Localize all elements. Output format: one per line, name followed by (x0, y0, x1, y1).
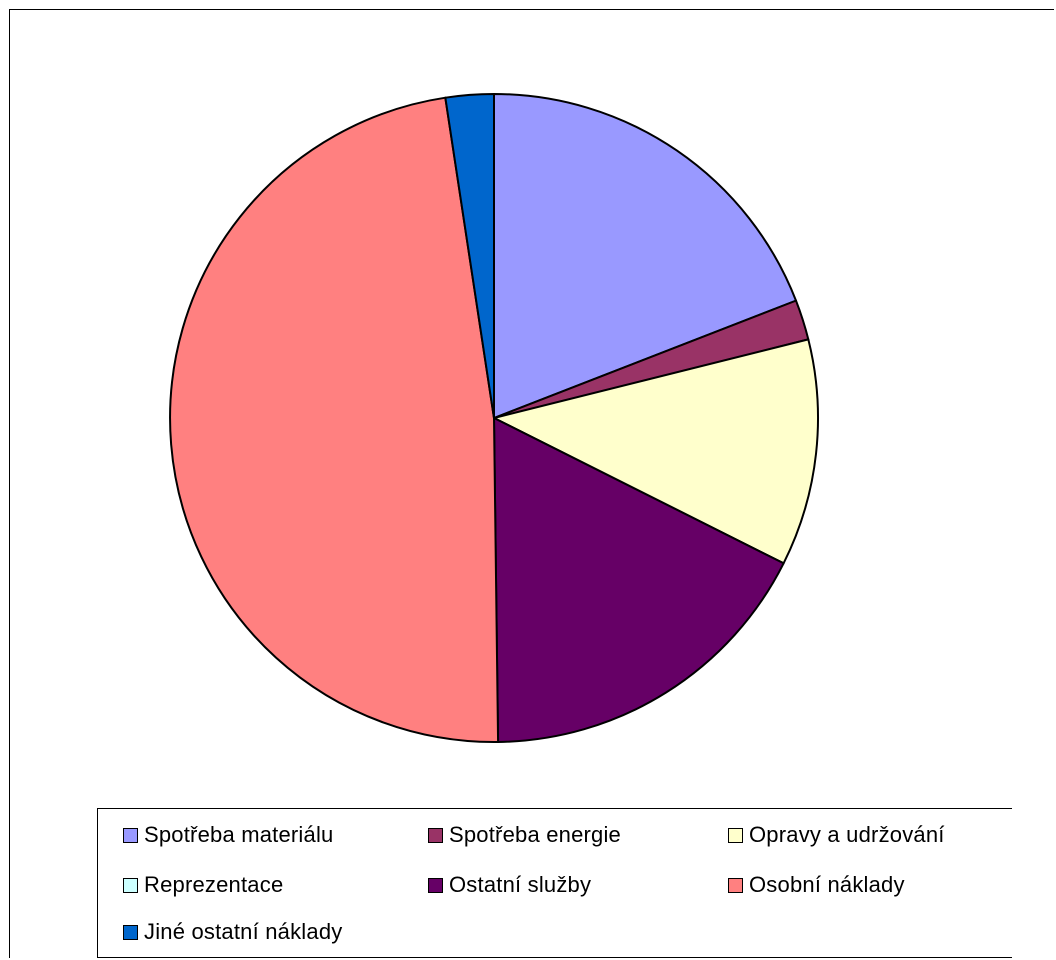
legend-label: Spotřeba materiálu (144, 822, 334, 847)
legend-item-osobni-naklady: Osobní náklady (728, 870, 905, 900)
pie-slice-5 (169, 96, 500, 743)
legend-label: Ostatní služby (449, 872, 592, 897)
legend-swatch (123, 827, 138, 843)
pie-slice-0 (493, 93, 797, 419)
legend-swatch (728, 877, 743, 893)
legend-item-ostatni-sluzby: Ostatní služby (428, 870, 591, 900)
legend-label: Spotřeba energie (449, 822, 621, 847)
pie-slice-4 (493, 417, 785, 743)
pie-slice-2 (493, 338, 819, 565)
legend-item-reprezentace: Reprezentace (123, 870, 283, 900)
legend-swatch (428, 877, 443, 893)
legend-item-spotreba-materialu: Spotřeba materiálu (123, 820, 333, 850)
legend-label: Jiné ostatní náklady (144, 919, 343, 944)
legend-item-jine-ostatni-naklady: Jiné ostatní náklady (123, 917, 342, 947)
legend-label: Opravy a udržování (749, 822, 945, 847)
pie-slice-6 (444, 93, 495, 419)
legend-swatch (728, 827, 743, 843)
legend-swatch (123, 924, 138, 940)
legend-swatch (123, 877, 138, 893)
legend-label: Osobní náklady (749, 872, 905, 897)
pie-chart (169, 93, 819, 743)
legend-swatch (428, 827, 443, 843)
legend-label: Reprezentace (144, 872, 284, 897)
legend-item-opravy-a-udrzovani: Opravy a udržování (728, 820, 945, 850)
legend-item-spotreba-energie: Spotřeba energie (428, 820, 621, 850)
legend: Spotřeba materiálu Spotřeba energie Opra… (97, 808, 1012, 958)
chart-area (9, 9, 1054, 958)
